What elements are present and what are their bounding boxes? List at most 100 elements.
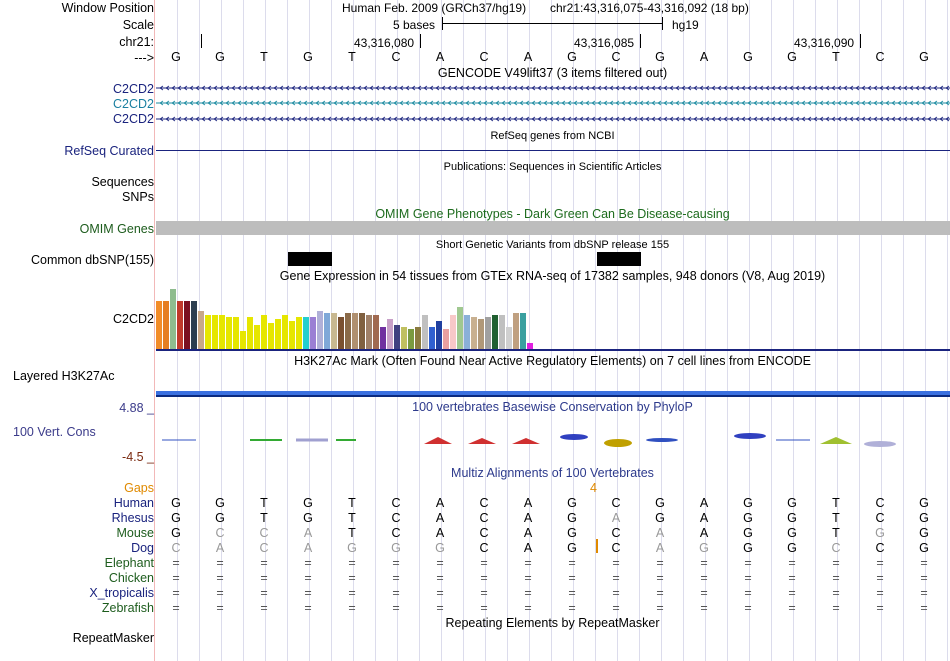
h3k27ac-track-label[interactable]: Layered H3K27Ac xyxy=(13,369,115,383)
gtex-tissue-bar[interactable] xyxy=(352,313,358,349)
species-label[interactable]: Chicken xyxy=(108,571,154,585)
gencode-gene-models[interactable] xyxy=(156,83,950,127)
gtex-tissue-bar[interactable] xyxy=(415,327,421,349)
species-label[interactable]: X_tropicalis xyxy=(89,586,154,600)
gtex-tissue-bar[interactable] xyxy=(457,307,463,349)
multiz-track-title[interactable]: Multiz Alignments of 100 Vertebrates xyxy=(451,466,654,480)
gtex-tissue-bar[interactable] xyxy=(366,315,372,349)
species-label[interactable]: Dog xyxy=(131,541,154,555)
scale-bar-right xyxy=(662,17,663,30)
gtex-tissue-bar[interactable] xyxy=(408,329,414,349)
h3k27ac-signal[interactable] xyxy=(156,391,950,395)
gtex-tissue-bar[interactable] xyxy=(450,315,456,349)
gtex-tissue-bar[interactable] xyxy=(254,325,260,349)
repeatmasker-track-title[interactable]: Repeating Elements by RepeatMasker xyxy=(445,616,660,630)
publications-label-sequences[interactable]: Sequences xyxy=(91,175,154,189)
gtex-tissue-bar[interactable] xyxy=(275,319,281,349)
gtex-tissue-bar[interactable] xyxy=(191,301,197,349)
strand-chevron xyxy=(285,100,290,106)
dbsnp-track-title[interactable]: Short Genetic Variants from dbSNP releas… xyxy=(435,239,670,251)
refseq-track-label[interactable]: RefSeq Curated xyxy=(64,144,154,158)
alignment-base: G xyxy=(919,511,929,525)
gtex-tissue-bar[interactable] xyxy=(184,301,190,349)
gtex-tissue-bar[interactable] xyxy=(247,317,253,349)
gtex-tissue-bar[interactable] xyxy=(338,317,344,349)
species-label[interactable]: Zebrafish xyxy=(101,601,154,615)
omim-track-title[interactable]: OMIM Gene Phenotypes - Dark Green Can Be… xyxy=(375,207,730,221)
dbsnp-variant[interactable] xyxy=(288,252,332,266)
gtex-tissue-bar[interactable] xyxy=(282,315,288,349)
repeatmasker-track-label[interactable]: RepeatMasker xyxy=(72,631,154,645)
gencode-item-label[interactable]: C2CD2 xyxy=(113,82,154,96)
conservation-track-label[interactable]: 100 Vert. Cons xyxy=(13,425,96,439)
alignment-base: A xyxy=(435,511,445,525)
gtex-tissue-bar[interactable] xyxy=(380,327,386,349)
gtex-tissue-bar[interactable] xyxy=(226,317,232,349)
gtex-tissue-bar[interactable] xyxy=(240,331,246,349)
gtex-tissue-bar[interactable] xyxy=(401,327,407,349)
gtex-tissue-bar[interactable] xyxy=(163,301,169,349)
gtex-tissue-bar[interactable] xyxy=(485,317,491,349)
species-label[interactable]: Rhesus xyxy=(111,511,154,525)
strand-chevron xyxy=(807,116,812,122)
gtex-tissue-bar[interactable] xyxy=(387,319,393,349)
gtex-tissue-bar[interactable] xyxy=(205,315,211,349)
gtex-tissue-bar[interactable] xyxy=(471,317,477,349)
publications-label-snps[interactable]: SNPs xyxy=(122,190,154,204)
species-label[interactable]: Human xyxy=(113,496,154,510)
gtex-tissue-bar[interactable] xyxy=(324,313,330,349)
gtex-tissue-bar[interactable] xyxy=(331,313,337,349)
gtex-tissue-bar[interactable] xyxy=(527,343,533,349)
gtex-tissue-bar[interactable] xyxy=(268,323,274,349)
gtex-tissue-bar[interactable] xyxy=(436,321,442,349)
species-label[interactable]: Elephant xyxy=(104,556,154,570)
gtex-tissue-bar[interactable] xyxy=(478,319,484,349)
refseq-track-title[interactable]: RefSeq genes from NCBI xyxy=(490,130,615,142)
gtex-tissue-bar[interactable] xyxy=(443,329,449,349)
omim-feature-bar[interactable] xyxy=(156,221,950,235)
gtex-tissue-bar[interactable] xyxy=(177,301,183,349)
gtex-tissue-bar[interactable] xyxy=(373,315,379,349)
gtex-tissue-bar[interactable] xyxy=(394,325,400,349)
gencode-track-title[interactable]: GENCODE V49lift37 (3 items filtered out) xyxy=(437,66,668,80)
dbsnp-variant[interactable] xyxy=(597,252,641,266)
gtex-track-label[interactable]: C2CD2 xyxy=(113,312,154,326)
gtex-tissue-bar[interactable] xyxy=(499,315,505,349)
conservation-track-title[interactable]: 100 vertebrates Basewise Conservation by… xyxy=(412,400,693,414)
gtex-tissue-bar[interactable] xyxy=(464,315,470,349)
gtex-tissue-bar[interactable] xyxy=(310,317,316,349)
refseq-gene-line[interactable] xyxy=(156,150,950,151)
gtex-tissue-bar[interactable] xyxy=(261,315,267,349)
gtex-tissue-bar[interactable] xyxy=(422,315,428,349)
gencode-item-label[interactable]: C2CD2 xyxy=(113,97,154,111)
dbsnp-track-label[interactable]: Common dbSNP(155) xyxy=(31,253,154,267)
omim-track-label[interactable]: OMIM Genes xyxy=(79,222,154,236)
gtex-tissue-bar[interactable] xyxy=(303,317,309,349)
gtex-tissue-bar[interactable] xyxy=(170,289,176,349)
gtex-tissue-bar[interactable] xyxy=(317,311,323,349)
gtex-tissue-bar[interactable] xyxy=(513,313,519,349)
gtex-tissue-bar[interactable] xyxy=(359,313,365,349)
gtex-tissue-bar[interactable] xyxy=(233,317,239,349)
strand-chevron xyxy=(747,100,752,106)
gtex-track-title[interactable]: Gene Expression in 54 tissues from GTEx … xyxy=(279,269,826,283)
gtex-tissue-bar[interactable] xyxy=(520,313,526,349)
species-label[interactable]: Mouse xyxy=(116,526,154,540)
strand-chevron xyxy=(285,116,290,122)
gtex-tissue-bar[interactable] xyxy=(289,321,295,349)
h3k27ac-track-title[interactable]: H3K27Ac Mark (Often Found Near Active Re… xyxy=(294,354,811,368)
gtex-tissue-bar[interactable] xyxy=(429,327,435,349)
gtex-tissue-bar[interactable] xyxy=(492,315,498,349)
gtex-tissue-bar[interactable] xyxy=(296,317,302,349)
alignment-base: T xyxy=(348,526,356,540)
publications-track-title[interactable]: Publications: Sequences in Scientific Ar… xyxy=(443,161,662,173)
gtex-tissue-bar[interactable] xyxy=(506,327,512,349)
gtex-tissue-bar[interactable] xyxy=(198,311,204,349)
gtex-tissue-bar[interactable] xyxy=(212,315,218,349)
gtex-tissue-bar[interactable] xyxy=(345,313,351,349)
gtex-bar-chart[interactable] xyxy=(156,284,950,349)
gencode-item-label[interactable]: C2CD2 xyxy=(113,112,154,126)
conservation-logo[interactable] xyxy=(156,428,950,454)
gtex-tissue-bar[interactable] xyxy=(156,301,162,349)
gtex-tissue-bar[interactable] xyxy=(219,315,225,349)
